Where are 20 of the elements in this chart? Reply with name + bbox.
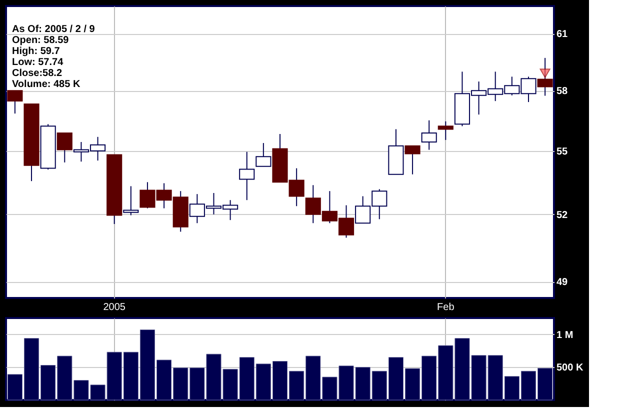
annotation: High: 59.7	[12, 46, 60, 57]
annotation: Low: 57.74	[12, 57, 64, 68]
annotation: Close:58.2	[12, 68, 62, 79]
annotation: Open: 58.59	[12, 35, 70, 46]
y-tick-label: 55	[556, 146, 568, 158]
y-tick-label: 49	[556, 277, 568, 288]
candlestick	[421, 120, 437, 150]
candlestick	[438, 120, 454, 140]
annotation: As Of: 2005 / 2 / 9	[12, 24, 96, 35]
candlestick	[239, 151, 255, 201]
y-tick-label: 1 M	[556, 330, 574, 341]
y-tick-label: 52	[556, 210, 568, 221]
annotation: Volume: 485 K	[12, 79, 81, 90]
x-tick-label: 2005	[103, 302, 126, 313]
y-tick-label: 61	[556, 29, 568, 40]
candlestick	[123, 186, 139, 216]
y-tick-label: 500 K	[556, 362, 584, 374]
y-tick-label: 58	[556, 86, 568, 98]
candlestick	[256, 142, 272, 167]
x-tick-label: Feb	[437, 302, 455, 313]
